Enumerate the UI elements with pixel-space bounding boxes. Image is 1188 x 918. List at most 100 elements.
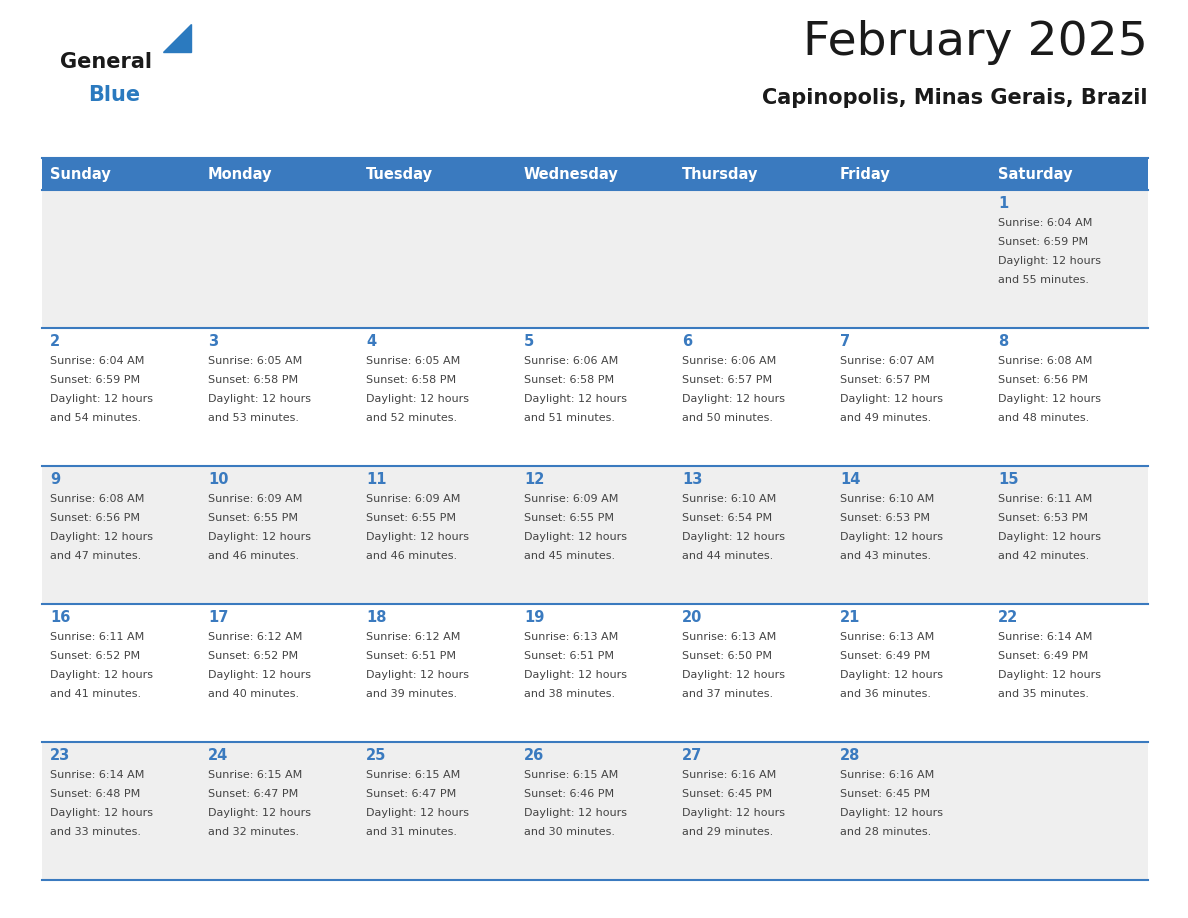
- Text: and 40 minutes.: and 40 minutes.: [208, 689, 299, 699]
- Text: Sunrise: 6:13 AM: Sunrise: 6:13 AM: [840, 632, 934, 642]
- Text: Daylight: 12 hours: Daylight: 12 hours: [840, 808, 943, 818]
- FancyBboxPatch shape: [200, 742, 358, 880]
- FancyBboxPatch shape: [674, 742, 832, 880]
- Text: Sunset: 6:47 PM: Sunset: 6:47 PM: [208, 789, 298, 799]
- Text: Daylight: 12 hours: Daylight: 12 hours: [998, 670, 1101, 680]
- Text: Sunrise: 6:15 AM: Sunrise: 6:15 AM: [366, 770, 460, 780]
- Text: Daylight: 12 hours: Daylight: 12 hours: [524, 808, 627, 818]
- Text: and 45 minutes.: and 45 minutes.: [524, 551, 615, 561]
- Text: Sunrise: 6:10 AM: Sunrise: 6:10 AM: [682, 494, 776, 504]
- Text: 14: 14: [840, 472, 860, 487]
- Text: Sunrise: 6:04 AM: Sunrise: 6:04 AM: [50, 356, 145, 366]
- FancyBboxPatch shape: [516, 158, 674, 190]
- Text: Sunset: 6:46 PM: Sunset: 6:46 PM: [524, 789, 614, 799]
- Text: Daylight: 12 hours: Daylight: 12 hours: [682, 532, 785, 542]
- FancyBboxPatch shape: [42, 328, 200, 466]
- Text: 8: 8: [998, 334, 1009, 349]
- Text: Sunrise: 6:11 AM: Sunrise: 6:11 AM: [50, 632, 144, 642]
- Text: 26: 26: [524, 748, 544, 763]
- Text: Sunset: 6:57 PM: Sunset: 6:57 PM: [682, 375, 772, 385]
- Text: Daylight: 12 hours: Daylight: 12 hours: [50, 670, 153, 680]
- Text: 3: 3: [208, 334, 219, 349]
- Text: Sunset: 6:51 PM: Sunset: 6:51 PM: [524, 651, 614, 661]
- Text: 13: 13: [682, 472, 702, 487]
- FancyBboxPatch shape: [990, 742, 1148, 880]
- Text: Sunset: 6:52 PM: Sunset: 6:52 PM: [50, 651, 140, 661]
- Text: and 36 minutes.: and 36 minutes.: [840, 689, 931, 699]
- Text: and 35 minutes.: and 35 minutes.: [998, 689, 1089, 699]
- FancyBboxPatch shape: [990, 328, 1148, 466]
- Text: Daylight: 12 hours: Daylight: 12 hours: [50, 394, 153, 404]
- Text: Sunset: 6:45 PM: Sunset: 6:45 PM: [840, 789, 930, 799]
- Text: 28: 28: [840, 748, 860, 763]
- Text: and 50 minutes.: and 50 minutes.: [682, 413, 773, 423]
- Text: and 52 minutes.: and 52 minutes.: [366, 413, 457, 423]
- Text: General: General: [61, 52, 152, 72]
- Text: 24: 24: [208, 748, 228, 763]
- Text: 4: 4: [366, 334, 377, 349]
- Text: Monday: Monday: [208, 166, 272, 182]
- Text: 23: 23: [50, 748, 70, 763]
- Text: Daylight: 12 hours: Daylight: 12 hours: [524, 532, 627, 542]
- Text: Sunrise: 6:06 AM: Sunrise: 6:06 AM: [524, 356, 618, 366]
- Text: Sunset: 6:55 PM: Sunset: 6:55 PM: [208, 513, 298, 523]
- Text: Sunset: 6:53 PM: Sunset: 6:53 PM: [998, 513, 1088, 523]
- Text: 7: 7: [840, 334, 851, 349]
- Text: 11: 11: [366, 472, 386, 487]
- FancyBboxPatch shape: [358, 158, 516, 190]
- FancyBboxPatch shape: [832, 466, 990, 604]
- Text: Sunset: 6:50 PM: Sunset: 6:50 PM: [682, 651, 772, 661]
- Text: Tuesday: Tuesday: [366, 166, 432, 182]
- Text: February 2025: February 2025: [803, 20, 1148, 65]
- Text: Daylight: 12 hours: Daylight: 12 hours: [840, 670, 943, 680]
- FancyBboxPatch shape: [42, 742, 200, 880]
- Text: 16: 16: [50, 610, 70, 625]
- Text: Sunday: Sunday: [50, 166, 110, 182]
- Text: 6: 6: [682, 334, 693, 349]
- Text: Daylight: 12 hours: Daylight: 12 hours: [998, 532, 1101, 542]
- Text: Sunset: 6:51 PM: Sunset: 6:51 PM: [366, 651, 456, 661]
- Text: Sunrise: 6:13 AM: Sunrise: 6:13 AM: [682, 632, 776, 642]
- FancyBboxPatch shape: [990, 604, 1148, 742]
- Text: Daylight: 12 hours: Daylight: 12 hours: [840, 532, 943, 542]
- FancyBboxPatch shape: [990, 466, 1148, 604]
- Text: Blue: Blue: [88, 85, 140, 105]
- FancyBboxPatch shape: [674, 328, 832, 466]
- FancyBboxPatch shape: [516, 190, 674, 328]
- Text: and 44 minutes.: and 44 minutes.: [682, 551, 773, 561]
- Text: 25: 25: [366, 748, 386, 763]
- FancyBboxPatch shape: [674, 466, 832, 604]
- FancyBboxPatch shape: [358, 190, 516, 328]
- Text: 18: 18: [366, 610, 386, 625]
- FancyBboxPatch shape: [358, 328, 516, 466]
- Text: 19: 19: [524, 610, 544, 625]
- Text: Sunset: 6:55 PM: Sunset: 6:55 PM: [524, 513, 614, 523]
- Text: Sunrise: 6:16 AM: Sunrise: 6:16 AM: [682, 770, 776, 780]
- Text: Sunrise: 6:07 AM: Sunrise: 6:07 AM: [840, 356, 935, 366]
- Text: Daylight: 12 hours: Daylight: 12 hours: [998, 394, 1101, 404]
- Text: Daylight: 12 hours: Daylight: 12 hours: [682, 670, 785, 680]
- Text: Daylight: 12 hours: Daylight: 12 hours: [998, 256, 1101, 266]
- Text: and 46 minutes.: and 46 minutes.: [208, 551, 299, 561]
- FancyBboxPatch shape: [200, 158, 358, 190]
- Text: Sunset: 6:58 PM: Sunset: 6:58 PM: [208, 375, 298, 385]
- Text: and 30 minutes.: and 30 minutes.: [524, 827, 615, 837]
- Text: Sunrise: 6:06 AM: Sunrise: 6:06 AM: [682, 356, 776, 366]
- Text: Thursday: Thursday: [682, 166, 758, 182]
- FancyBboxPatch shape: [516, 466, 674, 604]
- Text: and 33 minutes.: and 33 minutes.: [50, 827, 141, 837]
- Text: and 46 minutes.: and 46 minutes.: [366, 551, 457, 561]
- FancyBboxPatch shape: [516, 604, 674, 742]
- Text: Sunset: 6:57 PM: Sunset: 6:57 PM: [840, 375, 930, 385]
- Text: and 42 minutes.: and 42 minutes.: [998, 551, 1089, 561]
- Text: 2: 2: [50, 334, 61, 349]
- Text: Sunrise: 6:10 AM: Sunrise: 6:10 AM: [840, 494, 934, 504]
- FancyBboxPatch shape: [990, 190, 1148, 328]
- Text: and 51 minutes.: and 51 minutes.: [524, 413, 615, 423]
- Text: Sunrise: 6:11 AM: Sunrise: 6:11 AM: [998, 494, 1092, 504]
- Text: and 29 minutes.: and 29 minutes.: [682, 827, 773, 837]
- Text: Daylight: 12 hours: Daylight: 12 hours: [682, 808, 785, 818]
- Text: Sunrise: 6:09 AM: Sunrise: 6:09 AM: [366, 494, 461, 504]
- Text: Sunrise: 6:04 AM: Sunrise: 6:04 AM: [998, 218, 1093, 228]
- Text: 15: 15: [998, 472, 1018, 487]
